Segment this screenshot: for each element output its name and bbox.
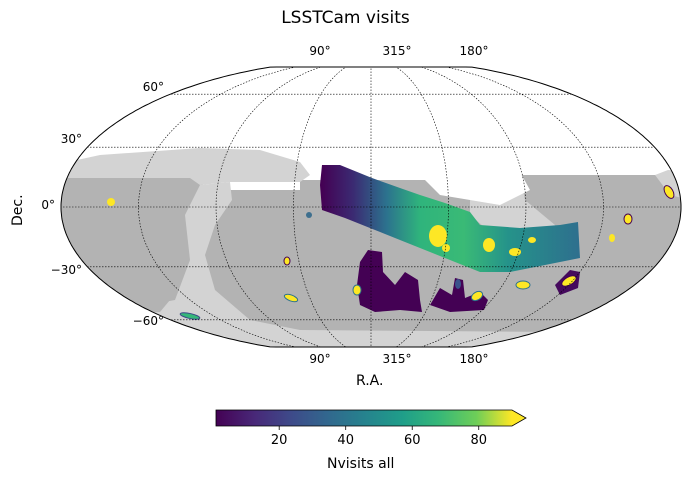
meridian-line [370, 67, 604, 347]
meridian-line [370, 67, 449, 347]
ddf-blob [623, 213, 633, 225]
dec-tick-label: −30° [50, 263, 82, 277]
ra-tick-label-top: 90° [309, 44, 331, 58]
ddf-blob [179, 312, 201, 320]
x-axis-label: R.A. [356, 373, 384, 389]
ra-tick-label-bottom: 315° [382, 352, 412, 366]
ddf-blob [455, 279, 461, 289]
dec-tick-label: 60° [142, 80, 164, 94]
ra-tick-label-top: 180° [459, 44, 489, 58]
meridian-line [138, 67, 372, 347]
map-boundary [60, 66, 682, 348]
ddf-blob [609, 234, 615, 242]
visits-south-patch-b [430, 278, 488, 312]
ddf-blob [470, 290, 484, 302]
meridian-line [215, 67, 372, 347]
colorbar [216, 410, 512, 426]
ddf-blob [352, 284, 362, 296]
meridian-line [370, 67, 527, 347]
footprint-light-edge [655, 170, 681, 200]
colorbar-outline [215, 409, 527, 427]
y-axis-label: Dec. [10, 194, 26, 226]
chart-title: LSSTCam visits [281, 8, 410, 28]
ddf-blob [306, 212, 312, 218]
dec-tick-label: −60° [132, 314, 164, 328]
ddf-blob [429, 225, 447, 247]
ra-tick-label-bottom: 90° [309, 352, 331, 366]
visits-south-patch-a [357, 250, 422, 312]
ddf-blob [107, 198, 115, 206]
meridian-line [293, 67, 372, 347]
ddf-blob [528, 237, 536, 243]
ddf-blob [515, 280, 531, 290]
footprint-light-region [61, 148, 310, 185]
colorbar-tick-label: 40 [337, 433, 354, 448]
dec-tick-label: 0° [41, 198, 55, 212]
ddf-blob [442, 244, 450, 252]
colorbar-tick-label: 60 [403, 433, 421, 448]
ddf-blob [283, 256, 291, 266]
ddf-blob [663, 185, 675, 199]
colorbar-extend-arrow [512, 410, 526, 426]
colorbar-tick-label: 20 [270, 433, 288, 448]
ddf-blob [283, 293, 299, 303]
visits-main-band [320, 165, 580, 272]
dec-tick-label: 30° [60, 132, 82, 146]
ra-tick-label-bottom: 180° [459, 352, 489, 366]
colorbar-label: Nvisits all [327, 456, 395, 472]
ra-tick-label-top: 315° [382, 44, 412, 58]
colorbar-tick-label: 80 [470, 433, 488, 448]
ddf-blob [483, 238, 495, 252]
ddf-blob [509, 248, 521, 256]
colorbar-ticks [278, 426, 480, 430]
